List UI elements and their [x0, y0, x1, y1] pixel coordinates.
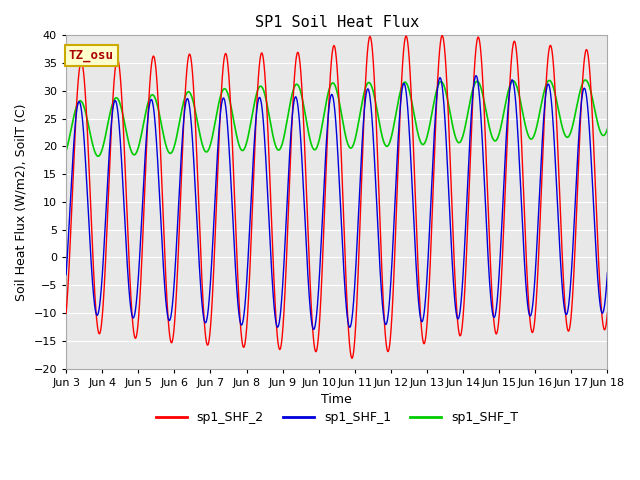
sp1_SHF_T — [415, 132, 422, 138]
sp1_SHF_1 — [269, 288, 276, 294]
Legend: sp1_SHF_2, sp1_SHF_1, sp1_SHF_T: sp1_SHF_2, sp1_SHF_1, sp1_SHF_T — [150, 406, 523, 429]
sp1_SHF_1 — [508, 78, 515, 84]
X-axis label: Time: Time — [321, 393, 352, 406]
Line: sp1_SHF_T: sp1_SHF_T — [66, 80, 607, 156]
sp1_SHF_T — [62, 148, 70, 154]
Title: SP1 Soil Heat Flux: SP1 Soil Heat Flux — [255, 15, 419, 30]
sp1_SHF_1 — [604, 270, 611, 276]
sp1_SHF_T — [387, 136, 395, 142]
sp1_SHF_1 — [467, 132, 474, 137]
Line: sp1_SHF_1: sp1_SHF_1 — [66, 76, 607, 329]
Y-axis label: Soil Heat Flux (W/m2), SoilT (C): Soil Heat Flux (W/m2), SoilT (C) — [15, 103, 28, 300]
Text: TZ_osu: TZ_osu — [68, 49, 114, 62]
sp1_SHF_1 — [387, 278, 395, 284]
sp1_SHF_T — [582, 77, 589, 83]
sp1_SHF_T — [508, 80, 515, 85]
sp1_SHF_T — [94, 153, 102, 159]
sp1_SHF_2 — [269, 253, 276, 259]
sp1_SHF_2 — [348, 355, 356, 361]
Line: sp1_SHF_2: sp1_SHF_2 — [66, 36, 607, 358]
sp1_SHF_1 — [472, 73, 480, 79]
sp1_SHF_1 — [415, 295, 422, 301]
sp1_SHF_2 — [604, 310, 611, 315]
sp1_SHF_1 — [161, 280, 168, 286]
sp1_SHF_2 — [415, 268, 422, 274]
sp1_SHF_2 — [508, 57, 515, 63]
sp1_SHF_T — [161, 137, 168, 143]
sp1_SHF_T — [467, 98, 474, 104]
sp1_SHF_T — [604, 126, 611, 132]
sp1_SHF_2 — [438, 33, 446, 38]
sp1_SHF_2 — [467, 156, 474, 162]
sp1_SHF_T — [269, 133, 277, 139]
sp1_SHF_2 — [161, 243, 168, 249]
sp1_SHF_1 — [62, 272, 70, 277]
sp1_SHF_1 — [310, 326, 317, 332]
sp1_SHF_2 — [62, 311, 70, 316]
sp1_SHF_2 — [387, 329, 395, 335]
